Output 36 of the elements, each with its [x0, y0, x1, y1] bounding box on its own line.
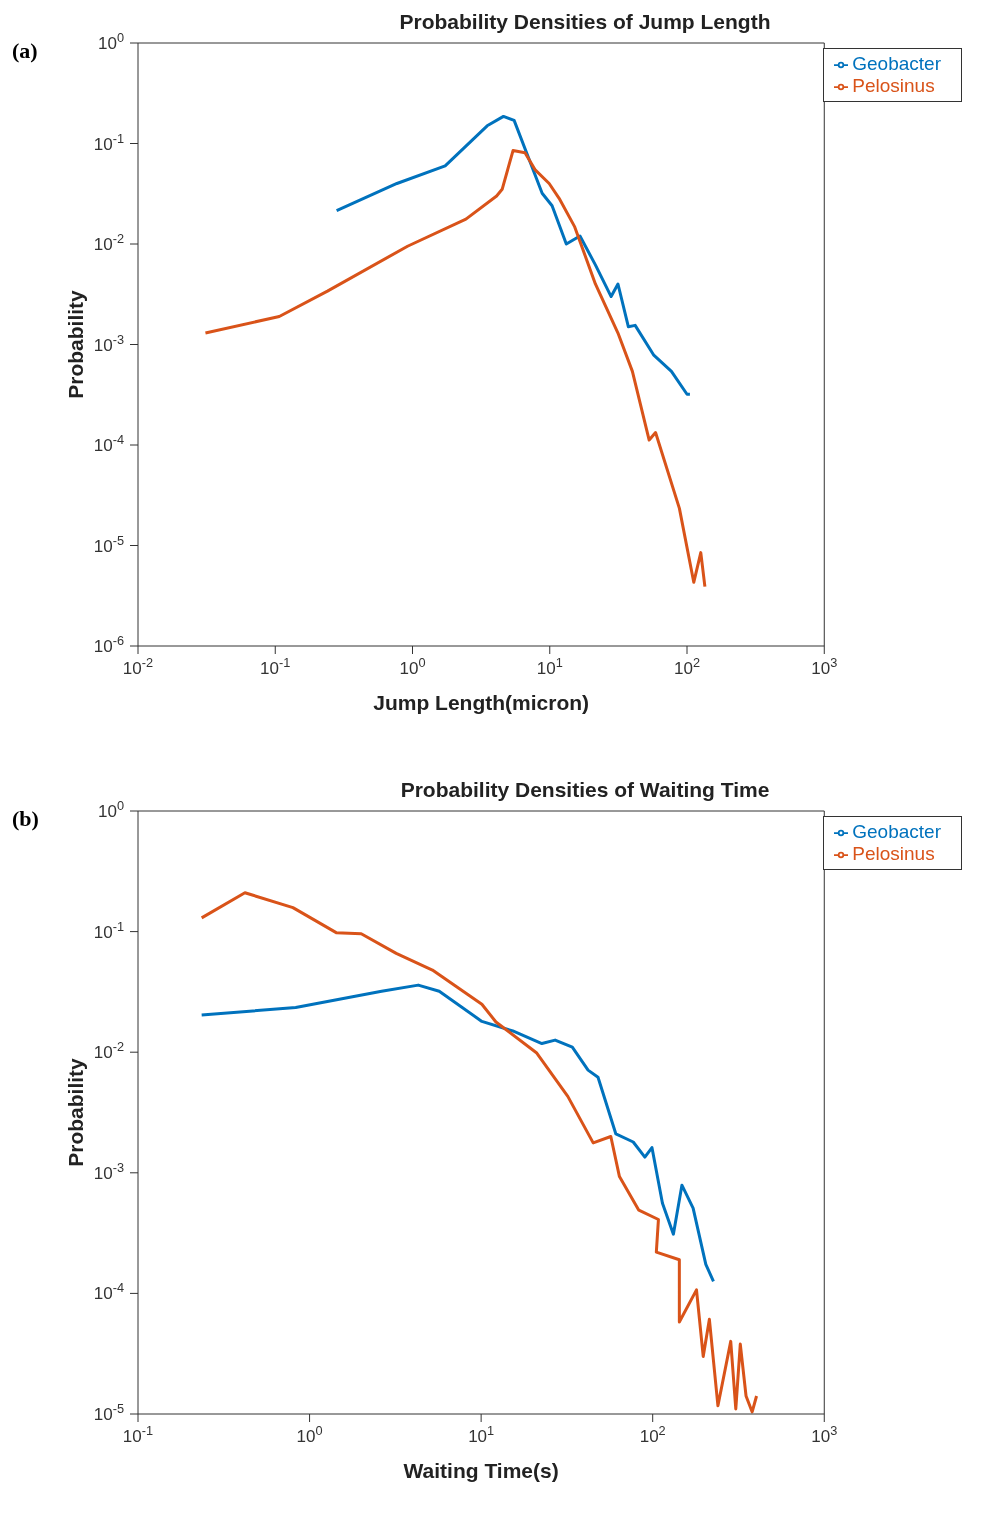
- y-tick-label: 10$^{-4}$: [93, 1279, 124, 1304]
- chart-title: Probability Densities of Jump Length: [399, 10, 771, 33]
- y-tick-label: 10$^{-6}$: [93, 632, 124, 656]
- x-tick-label: 10$^{3}$: [811, 654, 838, 678]
- y-tick-label: 10$^{-4}$: [93, 431, 124, 455]
- y-tick-label: 10$^{-5}$: [93, 1400, 124, 1424]
- y-tick-label: 10$^{-3}$: [93, 331, 124, 355]
- x-tick-label: 10$^{0}$: [296, 1422, 323, 1446]
- y-tick-label: 10$^{-2}$: [93, 230, 124, 254]
- legend-label: Pelosinus: [852, 75, 935, 96]
- legend-label: Geobacter: [852, 821, 941, 842]
- y-tick-label: 10$^{-1}$: [93, 130, 124, 154]
- x-tick-label: 10$^{-1}$: [122, 1422, 154, 1446]
- y-tick-label: 10$^{-1}$: [93, 918, 124, 942]
- y-axis-title: Probability: [64, 289, 88, 399]
- legend-label: Pelosinus: [852, 843, 935, 864]
- y-tick-label: 10$^{-2}$: [93, 1038, 124, 1063]
- x-tick-label: 10$^{3}$: [811, 1422, 838, 1446]
- x-tick-label: 10$^{1}$: [468, 1422, 495, 1446]
- y-tick-label: 10$^{-5}$: [93, 532, 124, 556]
- legend-label: Geobacter: [852, 53, 941, 74]
- y-tick-label: 10$^{-3}$: [93, 1159, 124, 1183]
- x-tick-label: 10$^{2}$: [674, 654, 701, 678]
- chart-title: Probability Densities of Waiting Time: [400, 778, 770, 801]
- y-axis-title: Probability: [64, 1057, 88, 1167]
- x-tick-label: 10$^{-1}$: [260, 654, 291, 678]
- y-tick-label: 10$^{0}$: [97, 29, 124, 53]
- text: (a): [12, 38, 38, 64]
- y-tick-label: 10$^{0}$: [97, 797, 124, 821]
- text: (b): [12, 806, 39, 832]
- x-axis-title: Jump Length(micron): [373, 691, 590, 714]
- x-tick-label: 10$^{-2}$: [122, 654, 154, 678]
- x-tick-label: 10$^{2}$: [639, 1422, 666, 1446]
- x-axis-title: Waiting Time(s): [403, 1459, 559, 1482]
- x-tick-label: 10$^{0}$: [399, 654, 426, 678]
- x-tick-label: 10$^{1}$: [536, 654, 563, 678]
